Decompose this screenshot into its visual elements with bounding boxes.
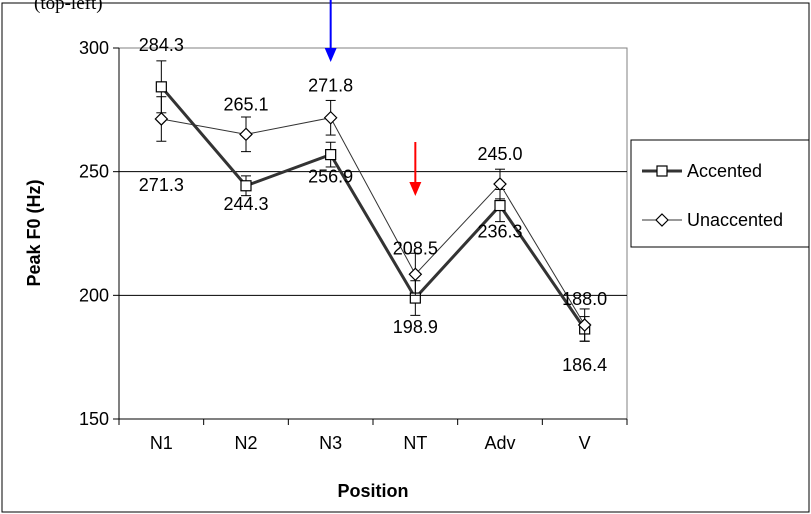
data-label: 236.3 [477, 222, 522, 242]
data-point-diamond [239, 127, 253, 142]
legend-box [630, 139, 810, 248]
y-tick-label: 150 [79, 409, 109, 429]
data-label: 265.1 [223, 94, 268, 114]
legend-marker-diamond [655, 213, 669, 227]
y-tick-label: 200 [79, 285, 109, 305]
data-label: 198.9 [393, 317, 438, 337]
data-point-diamond [154, 112, 169, 126]
x-tick-label: NT [403, 433, 427, 453]
arrow-n3 [324, 0, 337, 62]
data-label: 271.3 [139, 175, 184, 195]
arrow-head [324, 48, 337, 62]
data-label: 284.3 [139, 35, 184, 55]
arrow-nt [409, 142, 422, 196]
arrow-head [409, 182, 422, 196]
gridlines [119, 171, 627, 296]
x-axis: N1 N2 N3 NT Adv V [118, 418, 628, 453]
x-tick-label: V [579, 433, 591, 453]
data-label: 271.8 [308, 76, 353, 96]
y-axis: 150 200 250 300 [79, 38, 120, 429]
data-point-square [494, 199, 506, 212]
data-point-diamond [577, 318, 592, 332]
data-label: 186.4 [562, 355, 607, 375]
y-tick-label: 250 [79, 162, 109, 182]
data-point-diamond [408, 267, 423, 282]
data-point-diamond [493, 177, 507, 191]
data-label: 188.0 [562, 289, 607, 309]
data-point-square [240, 180, 252, 192]
plot-area [118, 47, 628, 420]
x-axis-title: Position [338, 481, 409, 501]
legend: Accented Unaccented [630, 139, 810, 248]
series-line-unaccented [161, 117, 586, 326]
legend-label: Unaccented [687, 210, 783, 230]
series-line-accented [160, 85, 586, 330]
data-point-square [155, 81, 167, 93]
x-tick-label: N1 [150, 433, 173, 453]
legend-entry-unaccented: Unaccented [642, 210, 783, 230]
series-unaccented [154, 96, 592, 342]
x-tick-label: Adv [484, 433, 515, 453]
annotation-arrows [324, 0, 422, 196]
data-label: 256.9 [308, 167, 353, 187]
data-point-diamond [323, 110, 338, 125]
data-label: 245.0 [477, 144, 522, 164]
data-label: 208.5 [393, 238, 438, 258]
x-tick-label: N3 [319, 433, 342, 453]
series-layer [154, 60, 592, 342]
y-axis-title: Peak F0 (Hz) [24, 179, 44, 286]
x-tick-label: N2 [234, 433, 257, 453]
data-label: 244.3 [223, 194, 268, 214]
legend-label: Accented [687, 161, 762, 181]
y-tick-label: 300 [79, 38, 109, 58]
data-point-square [325, 149, 337, 161]
legend-entry-accented: Accented [642, 161, 762, 181]
data-labels: 284.3 244.3 256.9 198.9 236.3 186.4 271.3 265.1… [139, 35, 607, 375]
legend-marker-square [656, 165, 668, 177]
